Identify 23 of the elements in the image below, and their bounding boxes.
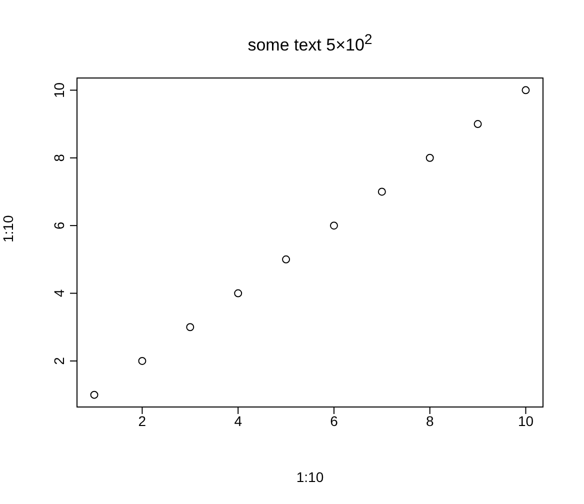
x-axis-title: 1:10 (296, 469, 324, 485)
x-tick-label: 8 (426, 412, 434, 429)
y-tick-label: 4 (51, 289, 67, 298)
x-tick-label: 4 (234, 412, 242, 429)
point (330, 222, 338, 230)
point (282, 255, 290, 264)
point (186, 323, 194, 332)
point (426, 154, 434, 162)
y-tick-label: 2 (51, 356, 67, 365)
point (90, 390, 98, 399)
point (234, 289, 242, 298)
x-tick-label: 2 (138, 412, 146, 429)
y-axis-title: 1:10 (0, 215, 16, 242)
x-tick-label: 10 (518, 412, 534, 429)
point (138, 356, 146, 365)
chart-title: some text 5×10$^{2}$ (246, 32, 374, 56)
y-tick-label: 10 (51, 82, 67, 98)
x-tick-label: 6 (330, 412, 338, 429)
point (378, 188, 386, 196)
point (522, 86, 530, 94)
y-tick-label: 8 (51, 154, 67, 162)
y-tick-label: 6 (51, 221, 67, 230)
point (474, 120, 482, 128)
